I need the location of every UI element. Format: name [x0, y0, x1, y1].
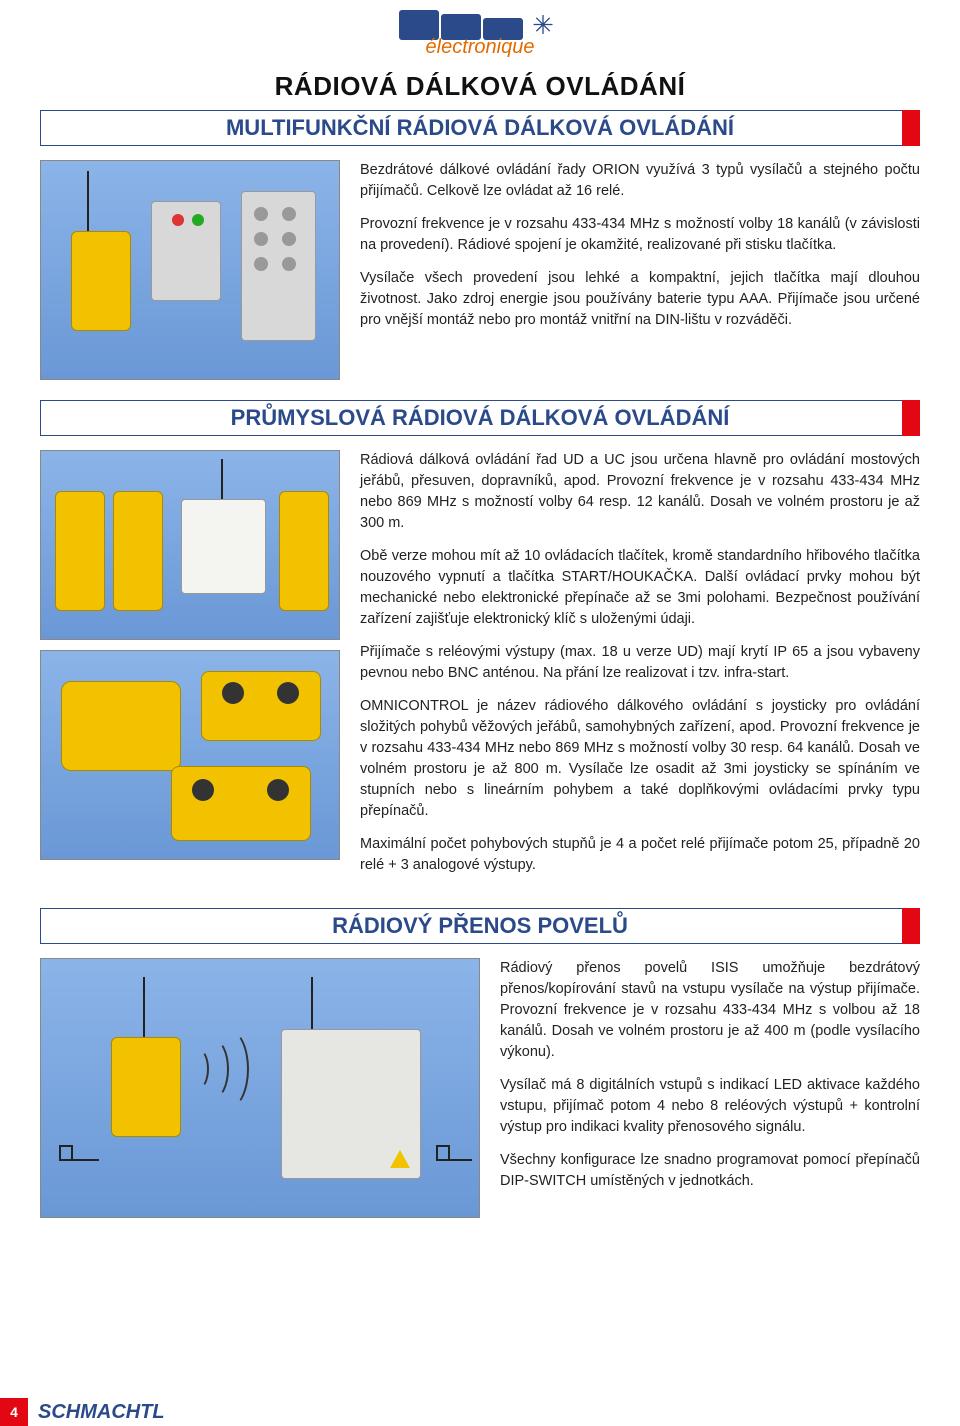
paragraph: Přijímače s reléovými výstupy (max. 18 u… [360, 642, 920, 684]
receiver-device-icon [181, 499, 266, 594]
joystick-device-icon [201, 671, 321, 741]
signal-wave-icon [209, 1029, 249, 1109]
section-header-multifunction: MULTIFUNKČNÍ RÁDIOVÁ DÁLKOVÁ OVLÁDÁNÍ [40, 110, 920, 146]
antenna-icon [221, 459, 223, 499]
section-title: MULTIFUNKČNÍ RÁDIOVÁ DÁLKOVÁ OVLÁDÁNÍ [226, 115, 734, 141]
section3-image [40, 958, 480, 1218]
section-header-industrial: PRŮMYSLOVÁ RÁDIOVÁ DÁLKOVÁ OVLÁDÁNÍ [40, 400, 920, 436]
paragraph: Vysílače všech provedení jsou lehké a ko… [360, 268, 920, 331]
remote-device-icon [279, 491, 329, 611]
antenna-icon [87, 171, 89, 231]
product-photo [40, 650, 340, 860]
section1-body: Bezdrátové dálkové ovládání řady ORION v… [40, 160, 920, 380]
jay-logo: ✳ électronique [399, 10, 561, 59]
remote-device-icon [113, 491, 163, 611]
receiver-device-icon [281, 1029, 421, 1179]
paragraph: Obě verze mohou mít až 10 ovládacích tla… [360, 546, 920, 630]
transmitter-device-icon [111, 1037, 181, 1137]
paragraph: Rádiová dálková ovládání řad UD a UC jso… [360, 450, 920, 534]
transmitter-device-icon [71, 231, 131, 331]
remote-device-icon [151, 201, 221, 301]
paragraph: Maximální počet pohybových stupňů je 4 a… [360, 834, 920, 876]
pulse-icon [59, 1159, 99, 1173]
paragraph: Rádiový přenos povelů ISIS umožňuje bezd… [500, 958, 920, 1063]
remote-device-icon [241, 191, 316, 341]
page-title: RÁDIOVÁ DÁLKOVÁ OVLÁDÁNÍ [40, 71, 920, 102]
section2-images [40, 450, 340, 860]
page-footer: 4 SCHMACHTL [0, 1398, 960, 1426]
pulse-icon [59, 1145, 73, 1159]
paragraph: Všechny konfigurace lze snadno programov… [500, 1150, 920, 1192]
section2-text: Rádiová dálková ovládání řad UD a UC jso… [360, 450, 920, 888]
section3-text: Rádiový přenos povelů ISIS umožňuje bezd… [500, 958, 920, 1218]
remote-device-icon [55, 491, 105, 611]
section1-image [40, 160, 340, 380]
antenna-icon [143, 977, 145, 1037]
page-number: 4 [0, 1398, 28, 1426]
page: ✳ électronique RÁDIOVÁ DÁLKOVÁ OVLÁDÁNÍ … [0, 0, 960, 1426]
section1-text: Bezdrátové dálkové ovládání řady ORION v… [360, 160, 920, 380]
section-title: RÁDIOVÝ PŘENOS POVELŮ [332, 913, 628, 939]
footer-brand: SCHMACHTL [38, 1401, 165, 1424]
section-header-transfer: RÁDIOVÝ PŘENOS POVELŮ [40, 908, 920, 944]
pulse-icon [436, 1159, 472, 1173]
paragraph: OMNICONTROL je název rádiového dálkového… [360, 696, 920, 822]
section3-body: Rádiový přenos povelů ISIS umožňuje bezd… [40, 958, 920, 1218]
logo-container: ✳ électronique [40, 0, 920, 59]
receiver-device-icon [61, 681, 181, 771]
product-photo [40, 958, 480, 1218]
section2-body: Rádiová dálková ovládání řad UD a UC jso… [40, 450, 920, 888]
paragraph: Bezdrátové dálkové ovládání řady ORION v… [360, 160, 920, 202]
joystick-device-icon [171, 766, 311, 841]
product-photo [40, 160, 340, 380]
paragraph: Provozní frekvence je v rozsahu 433-434 … [360, 214, 920, 256]
pulse-icon [436, 1145, 450, 1159]
antenna-icon [311, 977, 313, 1032]
paragraph: Vysílač má 8 digitálních vstupů s indika… [500, 1075, 920, 1138]
section-title: PRŮMYSLOVÁ RÁDIOVÁ DÁLKOVÁ OVLÁDÁNÍ [231, 405, 730, 431]
product-photo [40, 450, 340, 640]
